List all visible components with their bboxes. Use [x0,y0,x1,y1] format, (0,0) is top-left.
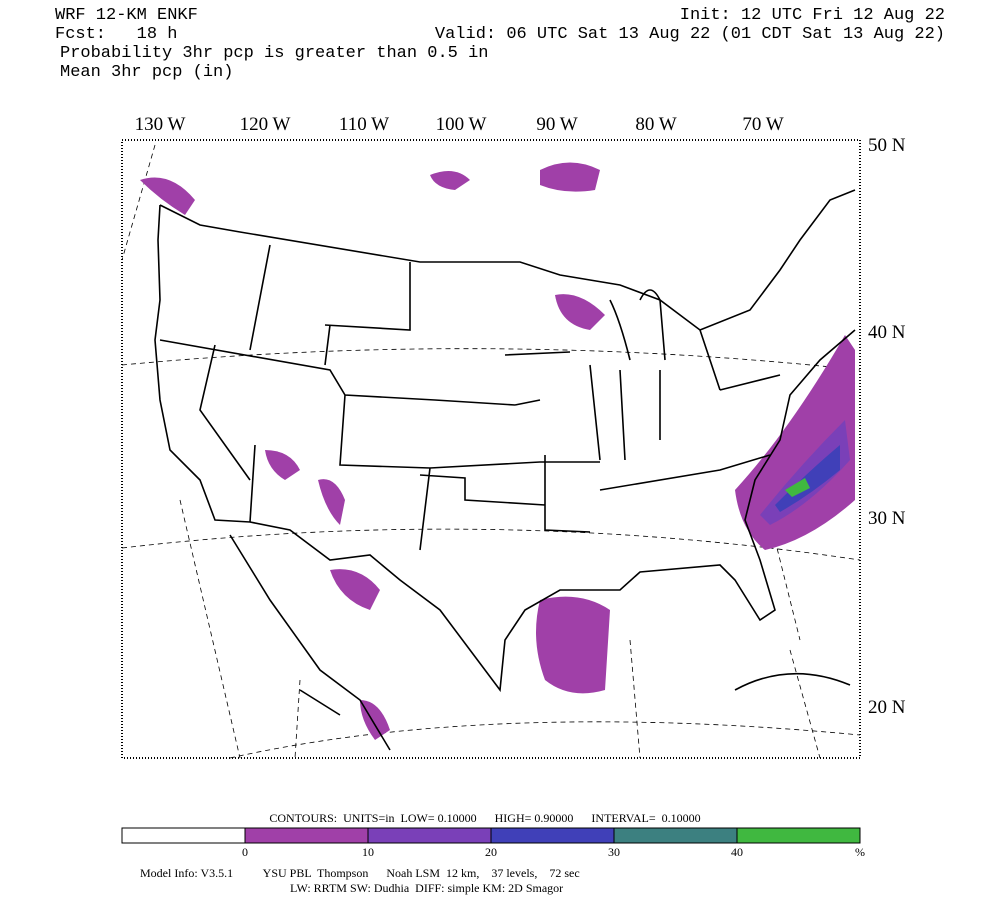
longitude-label: 70 W [742,114,783,135]
latitude-label: 40 N [868,322,906,343]
colorbar-segment [736,827,861,844]
pcp-area [540,162,600,192]
init-time: Init: 12 UTC Fri 12 Aug 22 [680,6,945,25]
longitude-label: 100 W [436,114,487,135]
model-info: Model Info: V3.5.1 YSU PBL Thompson Noah… [140,866,580,880]
colorbar-segment [613,827,738,844]
meridian [294,679,301,759]
colorbar-tick-label: 20 [485,845,497,859]
colorbar: 0 10 20 30 40% [121,827,865,859]
pcp-area [430,171,470,190]
colorbar-tick-label: 40 [731,845,743,859]
pcp-area [330,569,380,610]
longitude-label: 80 W [635,114,676,135]
pcp-area [140,177,195,215]
pcp-area [555,294,605,330]
latitude-label: 50 N [868,135,906,156]
latitude-labels: 50 N 40 N 30 N 20 N [868,135,906,718]
longitude-label: 110 W [339,114,389,135]
longitude-label: 120 W [240,114,291,135]
colorbar-tick-label: 10 [362,845,374,859]
boundaries [154,189,856,751]
field-title: Probability 3hr pcp is greater than 0.5 … [60,44,488,63]
meridian [179,499,241,759]
longitude-label: 90 W [536,114,577,135]
parallel [121,348,861,371]
map-panel [121,139,861,759]
pcp-area [536,596,610,694]
colorbar-segment [367,827,492,844]
colorbar-tick-label: 30 [608,845,620,859]
valid-time: Valid: 06 UTC Sat 13 Aug 22 (01 CDT Sat … [435,25,945,44]
longitude-labels: 130 W 120 W 110 W 100 W 90 W 80 W 70 W [135,114,784,135]
pcp-area [785,478,810,497]
contour-info: CONTOURS: UNITS=in LOW= 0.10000 HIGH= 0.… [269,811,700,825]
model-title: WRF 12-KM ENKF [55,6,198,25]
map-frame [121,139,861,759]
parallel [229,721,861,759]
pcp-area [735,335,855,550]
precipitation [140,162,855,740]
colorbar-segment [244,827,369,844]
longitude-label: 130 W [135,114,186,135]
latitude-label: 20 N [868,697,906,718]
meridian [774,539,801,641]
colorbar-unit: % [855,845,865,859]
forecast-hour: Fcst: 18 h [55,25,177,44]
colorbar-segment [490,827,615,844]
meridian [121,144,156,261]
meridian [789,649,821,759]
pcp-area [318,479,345,525]
field-title: Mean 3hr pcp (in) [60,63,233,82]
colorbar-segment [121,827,246,844]
meridian [629,639,641,759]
colorbar-tick-label: 0 [242,845,248,859]
model-info: LW: RRTM SW: Dudhia DIFF: simple KM: 2D … [290,881,563,895]
pcp-area [360,700,390,740]
pcp-area [265,450,300,480]
latitude-label: 30 N [868,508,906,529]
